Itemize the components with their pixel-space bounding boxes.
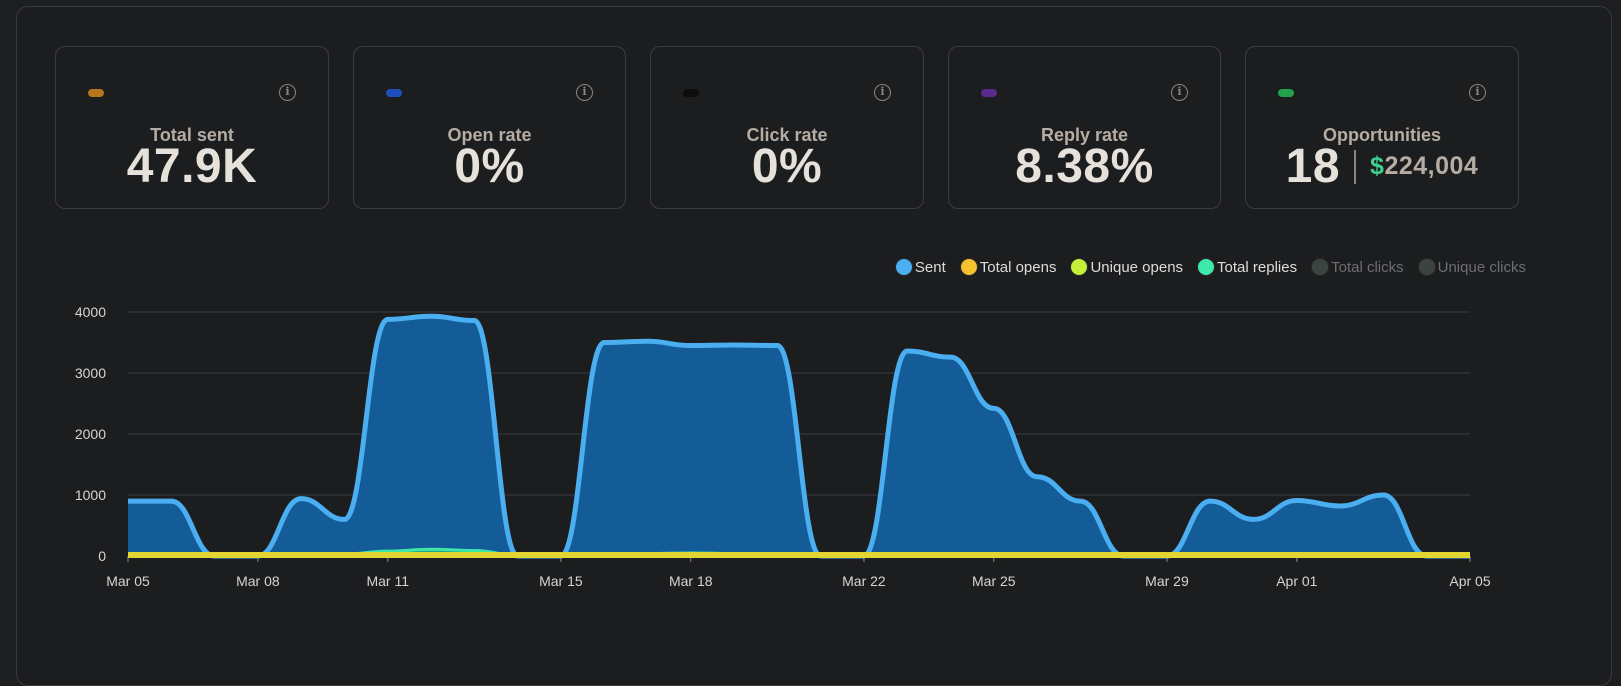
legend-sent[interactable]: Sent xyxy=(894,258,946,276)
opportunities-dot xyxy=(1278,89,1294,97)
info-icon[interactable]: i xyxy=(279,84,296,101)
legend-label: Unique opens xyxy=(1090,258,1184,276)
stat-label: Reply rate xyxy=(1040,125,1129,145)
click-rate-dot xyxy=(683,89,699,97)
opportunities-count: 18 xyxy=(1285,140,1341,193)
legend-swatch xyxy=(894,258,913,276)
info-icon[interactable]: i xyxy=(1469,84,1486,101)
legend-unique-clicks[interactable]: Unique clicks xyxy=(1417,258,1526,276)
amount-value: 224,004 xyxy=(1384,152,1479,180)
stat-card-opportunities: Opportunities i 18 $224,004 xyxy=(1245,46,1519,209)
legend-label: Sent xyxy=(914,258,946,276)
legend-total-clicks[interactable]: Total clicks xyxy=(1311,258,1404,276)
legend-swatch xyxy=(959,258,978,276)
legend-swatch xyxy=(1417,258,1436,276)
dollar-sign: $ xyxy=(1370,152,1385,180)
legend-total-replies[interactable]: Total replies xyxy=(1197,258,1297,276)
chart-legend: Sent Total opens Unique opens Total repl… xyxy=(894,258,1526,276)
legend-label: Total replies xyxy=(1217,258,1298,276)
sent-area-chart: 0 1000 2000 3000 4000 Mar 05 Mar 08 Mar 11 Mar 1… xyxy=(75,304,1491,589)
legend-label: Unique clicks xyxy=(1437,258,1526,276)
legend-swatch xyxy=(1197,258,1216,276)
x-tick-label: Mar 11 xyxy=(366,573,409,589)
stat-card-reply-rate: Reply rate i 8.38% xyxy=(948,46,1221,209)
legend-total-opens[interactable]: Total opens xyxy=(959,258,1057,276)
legend-swatch xyxy=(1070,258,1089,276)
y-tick-label: 4000 xyxy=(75,304,106,320)
y-tick-label: 3000 xyxy=(75,365,106,381)
x-tick-label: Mar 15 xyxy=(539,573,583,589)
stat-value: 0% xyxy=(751,140,823,193)
x-tick-label: Mar 29 xyxy=(1145,573,1189,589)
x-tick-label: Mar 25 xyxy=(972,573,1016,589)
legend-swatch xyxy=(1311,258,1330,276)
stat-card-click-rate: Click rate i 0% xyxy=(650,46,924,209)
stat-value: 8.38% xyxy=(1015,140,1154,193)
y-tick-label: 1000 xyxy=(75,487,106,503)
info-icon[interactable]: i xyxy=(576,84,593,101)
opportunities-amount: $224,004 xyxy=(1370,152,1478,181)
x-tick-label: Apr 05 xyxy=(1449,573,1490,589)
y-tick-label: 2000 xyxy=(75,426,106,442)
stat-value: 47.9K xyxy=(126,140,258,193)
y-tick-label: 0 xyxy=(98,548,106,564)
x-tick-label: Apr 01 xyxy=(1276,573,1317,589)
info-icon[interactable]: i xyxy=(874,84,891,101)
open-rate-dot xyxy=(386,89,402,97)
stat-card-total-sent: Total sent i 47.9K xyxy=(55,46,329,209)
total-sent-dot xyxy=(88,89,104,97)
stat-card-open-rate: Open rate i 0% xyxy=(353,46,626,209)
x-tick-label: Mar 18 xyxy=(669,573,713,589)
stat-value: 0% xyxy=(454,140,525,193)
sent-line xyxy=(128,313,1470,559)
stat-label: Click rate xyxy=(746,125,828,145)
x-tick-label: Mar 08 xyxy=(236,573,280,589)
reply-rate-dot xyxy=(981,89,997,97)
stat-label: Opportunities xyxy=(1323,125,1441,145)
stat-label: Total sent xyxy=(150,125,234,145)
sent-area xyxy=(128,316,1470,556)
opportunities-value: 18 $224,004 xyxy=(1246,139,1518,194)
info-icon[interactable]: i xyxy=(1171,84,1188,101)
value-divider xyxy=(1354,149,1357,184)
x-tick-label: Mar 05 xyxy=(106,573,150,589)
legend-unique-opens[interactable]: Unique opens xyxy=(1070,258,1183,276)
x-tick-label: Mar 22 xyxy=(842,573,886,589)
stat-label: Open rate xyxy=(447,125,532,145)
legend-label: Total opens xyxy=(979,258,1057,276)
legend-label: Total clicks xyxy=(1331,258,1404,276)
